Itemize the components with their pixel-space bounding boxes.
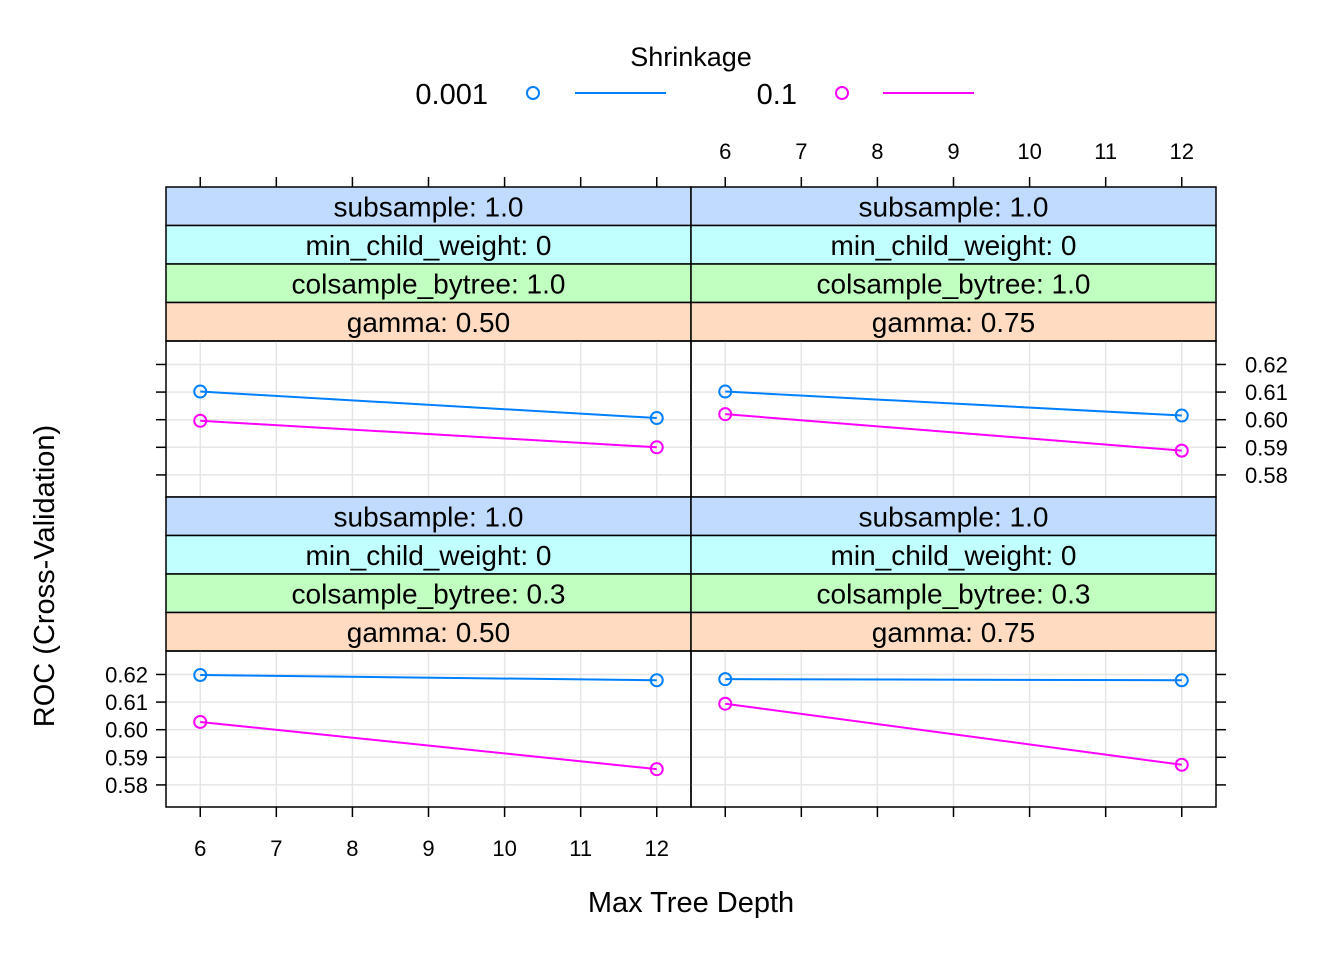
panel-3-strip-3 [690, 611, 1217, 652]
panel-2-strip-3 [165, 611, 692, 652]
panel-0-strip-1-label: min_child_weight: 0 [306, 230, 552, 261]
panel-0-strip-1 [165, 224, 692, 265]
panel-3-series-1-line [725, 702, 1182, 766]
panel-0-strip-2-label: colsample_bytree: 1.0 [292, 268, 566, 299]
panel-1-series-1-point-0 [718, 407, 733, 422]
y-axis-title: ROC (Cross-Validation) [29, 425, 61, 727]
legend: Shrinkage 0.001 0.1 [415, 42, 974, 111]
panel-2-strip-2-label: colsample_bytree: 0.3 [292, 578, 566, 609]
legend-point-0 [526, 86, 540, 100]
panel-2-bottom-tick-label-5: 11 [569, 836, 592, 861]
panel-0-series-0-point-1 [649, 411, 664, 426]
panel-1-right-tick-label-3: 0.61 [1245, 380, 1288, 405]
panel-2-strip-2 [165, 573, 692, 614]
panel-2-series-0-line [200, 674, 657, 682]
panel-3: subsample: 1.0 min_child_weight: 0 colsamp… [690, 496, 1217, 808]
panel-3-strip-0 [690, 496, 1217, 537]
panel-0-series-0-point-0 [193, 384, 208, 399]
panel-2-strip-1-label: min_child_weight: 0 [306, 540, 552, 571]
panel-3-strip-2 [690, 573, 1217, 614]
panel-1-strip-1-label: min_child_weight: 0 [831, 230, 1077, 261]
panel-2-bottom-tick-label-0: 6 [194, 836, 206, 861]
panel-0: subsample: 1.0 min_child_weight: 0 colsamp… [165, 186, 692, 498]
panel-1-strip-2-label: colsample_bytree: 1.0 [817, 268, 1091, 299]
panel-1-strip-2 [690, 263, 1217, 304]
panel-2-left-tick-label-1: 0.59 [105, 745, 148, 770]
panels: subsample: 1.0 min_child_weight: 0 colsamp… [165, 186, 1217, 808]
panel-0-series-1-line [200, 419, 657, 449]
panel-2-series-0-point-1 [649, 673, 664, 688]
legend-point-1 [835, 86, 849, 100]
panel-2-left-tick-label-4: 0.62 [105, 662, 148, 687]
panel-3-series-0-line [725, 678, 1182, 682]
panel-2: subsample: 1.0 min_child_weight: 0 colsamp… [165, 496, 692, 808]
panel-1-right-tick-label-0: 0.58 [1245, 463, 1288, 488]
legend-label-1: 0.1 [757, 79, 797, 111]
panel-3-strip-1-label: min_child_weight: 0 [831, 540, 1077, 571]
panel-1-strip-1 [690, 224, 1217, 265]
panel-2-series-1-point-0 [193, 714, 208, 729]
panel-2-strip-0-label: subsample: 1.0 [334, 501, 524, 532]
panel-2-bottom-tick-label-6: 12 [645, 836, 669, 861]
panel-1-series-0-line [725, 390, 1182, 417]
panel-2-strip-1 [165, 534, 692, 575]
panel-1-right-tick-label-4: 0.62 [1245, 352, 1288, 377]
panel-1: subsample: 1.0 min_child_weight: 0 colsamp… [690, 186, 1217, 498]
panel-2-left-tick-label-0: 0.58 [105, 773, 148, 798]
panel-3-series-1-point-0 [718, 696, 733, 711]
panel-3-series-0-point-1 [1174, 673, 1189, 688]
panel-3-strip-2-label: colsample_bytree: 0.3 [817, 578, 1091, 609]
panel-3-strip-1 [690, 534, 1217, 575]
panel-2-left-tick-label-3: 0.61 [105, 690, 148, 715]
panel-3-strip-0-label: subsample: 1.0 [859, 501, 1049, 532]
panel-2-bottom-tick-label-2: 8 [346, 836, 358, 861]
panel-1-series-1-point-1 [1174, 443, 1189, 458]
panel-2-bottom-tick-label-4: 10 [492, 836, 516, 861]
axes: 6 7 8 9 10 11 120.580.590.600.610.626 7 8 9 10 11 12… [105, 139, 1288, 861]
panel-1-strip-3-label: gamma: 0.75 [872, 307, 1035, 338]
panel-1-series-1-line [725, 413, 1182, 452]
panel-2-bottom-tick-label-3: 9 [422, 836, 434, 861]
panel-0-strip-3-label: gamma: 0.50 [347, 307, 510, 338]
panel-3-series-1-point-1 [1174, 757, 1189, 772]
panel-3-series-0-point-0 [718, 672, 733, 687]
panel-1-top-tick-label-1: 7 [795, 139, 807, 164]
panel-2-bottom-tick-label-1: 7 [270, 836, 282, 861]
x-axis-title: Max Tree Depth [588, 887, 794, 919]
panel-0-series-1-point-1 [649, 440, 664, 455]
panel-1-series-0-point-1 [1174, 408, 1189, 423]
panel-1-top-tick-label-5: 11 [1094, 139, 1117, 164]
legend-title: Shrinkage [630, 42, 752, 72]
panel-0-series-0-line [200, 390, 657, 420]
panel-1-right-tick-label-1: 0.59 [1245, 435, 1288, 460]
panel-1-strip-0-label: subsample: 1.0 [859, 191, 1049, 222]
panel-0-strip-0 [165, 186, 692, 227]
panel-3-strip-3-label: gamma: 0.75 [872, 617, 1035, 648]
panel-1-top-tick-label-0: 6 [719, 139, 731, 164]
legend-label-0: 0.001 [415, 79, 488, 111]
panel-1-top-tick-label-6: 12 [1170, 139, 1194, 164]
panel-1-top-tick-label-4: 10 [1017, 139, 1041, 164]
panel-1-strip-0 [690, 186, 1217, 227]
panel-1-top-tick-label-3: 9 [947, 139, 959, 164]
panel-2-series-1-point-1 [649, 762, 664, 777]
panel-2-series-0-point-0 [193, 668, 208, 683]
panel-0-strip-2 [165, 263, 692, 304]
panel-0-strip-3 [165, 301, 692, 342]
panel-2-strip-0 [165, 496, 692, 537]
panel-2-left-tick-label-2: 0.60 [105, 718, 148, 743]
panel-1-strip-3 [690, 301, 1217, 342]
panel-2-strip-3-label: gamma: 0.50 [347, 617, 510, 648]
panel-1-right-tick-label-2: 0.60 [1245, 408, 1288, 433]
panel-2-series-1-line [200, 720, 657, 771]
panel-1-series-0-point-0 [718, 384, 733, 399]
panel-0-series-1-point-0 [193, 413, 208, 428]
panel-1-top-tick-label-2: 8 [871, 139, 883, 164]
panel-0-strip-0-label: subsample: 1.0 [334, 191, 524, 222]
